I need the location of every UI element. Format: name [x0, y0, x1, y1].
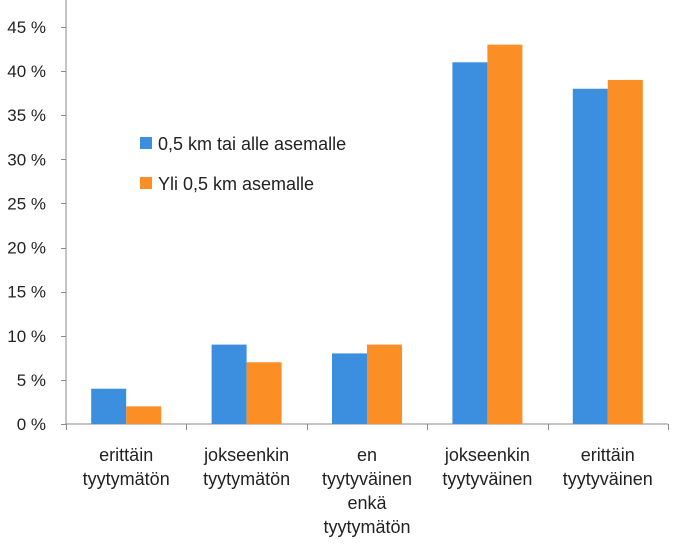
y-tick-label: 45 %: [7, 18, 46, 37]
y-tick-label: 25 %: [7, 194, 46, 213]
legend: 0,5 km tai alle asemalle Yli 0,5 km asema…: [131, 126, 384, 206]
axes: [61, 0, 669, 430]
category-label: erittäin: [99, 445, 153, 465]
category-label: jokseenkin: [203, 445, 289, 465]
category-label: tyytymätön: [83, 469, 170, 489]
bar-series-2-cat-2: [246, 362, 282, 424]
bar-series-2-cat-1: [126, 406, 162, 424]
y-tick-labels: 0 % 5 % 10 % 15 % 20 % 25 % 30 % 35 % 40 % 45 %: [7, 18, 46, 434]
category-label: tyytyväinen: [322, 469, 412, 489]
legend-swatch: [140, 137, 152, 149]
legend-label: Yli 0,5 km asemalle: [158, 174, 314, 194]
y-tick-label: 5 %: [17, 371, 46, 390]
category-label: jokseenkin: [444, 445, 530, 465]
bars: [91, 44, 643, 425]
y-tick-label: 30 %: [7, 150, 46, 169]
bar-series-2-cat-5: [607, 79, 643, 424]
legend-box: [131, 126, 384, 206]
bar-series-1-cat-3: [332, 353, 367, 424]
category-label: en: [357, 445, 377, 465]
bar-series-1-cat-2: [211, 344, 247, 424]
category-label: tyytyväinen: [442, 469, 532, 489]
bar-series-2-cat-4: [487, 44, 523, 425]
y-tick-label: 10 %: [7, 327, 46, 346]
category-label: tyytyväinen: [563, 469, 653, 489]
y-tick-label: 35 %: [7, 106, 46, 125]
y-tick-label: 0 %: [17, 415, 46, 434]
y-tick-label: 20 %: [7, 239, 46, 258]
legend-swatch: [140, 177, 152, 189]
y-tick-label: 40 %: [7, 62, 46, 81]
category-label: tyytymätön: [203, 469, 290, 489]
category-label: enkä: [347, 493, 387, 513]
bar-series-1-cat-4: [452, 62, 488, 425]
bar-series-1-cat-1: [91, 388, 127, 424]
legend-label: 0,5 km tai alle asemalle: [158, 134, 346, 154]
category-label: tyytymätön: [323, 517, 410, 537]
category-labels: erittäin tyytymätön jokseenkin tyytymätön en…: [83, 445, 653, 537]
bar-series-1-cat-5: [572, 88, 608, 424]
category-label: erittäin: [581, 445, 635, 465]
bar-series-2-cat-3: [367, 344, 402, 424]
y-tick-label: 15 %: [7, 283, 46, 302]
